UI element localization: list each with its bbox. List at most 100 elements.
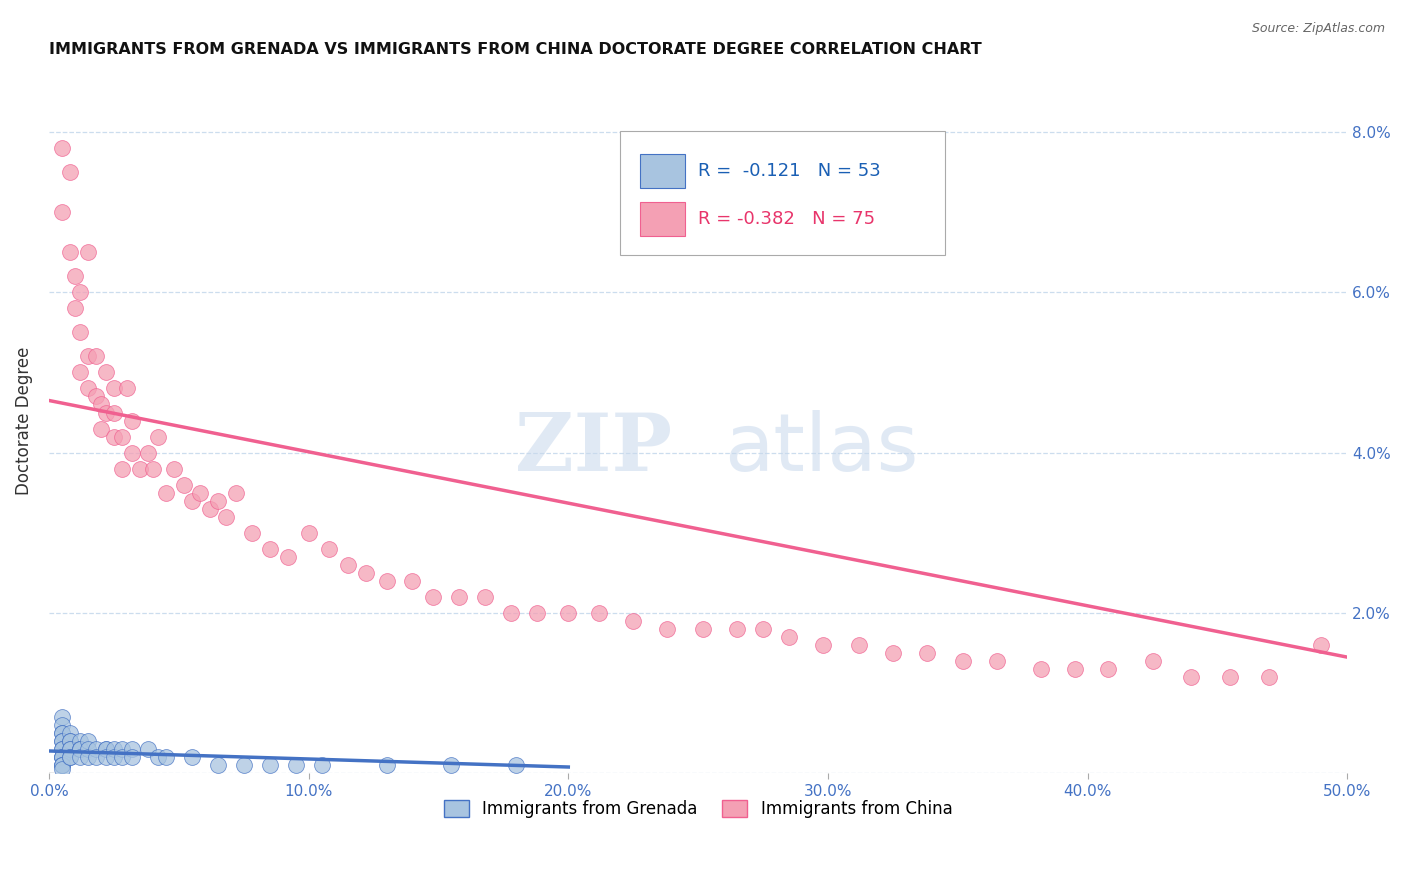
Y-axis label: Doctorate Degree: Doctorate Degree [15, 346, 32, 495]
Point [51, 141, 73, 155]
Point [115, 381, 138, 395]
Point [51, 718, 73, 732]
Point [51, 750, 73, 764]
Point [51, 750, 73, 764]
Point [59, 742, 82, 756]
Point [136, 445, 159, 459]
Point [94, 366, 117, 380]
Point [69, 742, 91, 756]
Point [103, 429, 125, 443]
Point [51, 726, 73, 740]
Point [136, 742, 159, 756]
Point [59, 245, 82, 260]
Point [94, 742, 117, 756]
Point [59, 750, 82, 764]
Point [51, 734, 73, 748]
Point [474, 590, 496, 604]
FancyBboxPatch shape [640, 153, 685, 187]
Point [142, 461, 165, 475]
Point [180, 493, 202, 508]
Point [103, 750, 125, 764]
Point [952, 654, 974, 668]
Text: Source: ZipAtlas.com: Source: ZipAtlas.com [1251, 22, 1385, 36]
Point [77, 350, 100, 364]
Point [284, 758, 307, 772]
Point [69, 742, 91, 756]
Point [111, 742, 134, 756]
Point [84, 350, 107, 364]
Point [69, 750, 91, 764]
Point [103, 381, 125, 395]
Point [121, 750, 143, 764]
Point [59, 734, 82, 748]
Point [986, 654, 1008, 668]
Point [111, 429, 134, 443]
Point [811, 638, 834, 652]
Point [59, 734, 82, 748]
Point [51, 742, 73, 756]
Point [692, 622, 714, 636]
Point [51, 763, 73, 777]
Point [77, 381, 100, 395]
Point [121, 445, 143, 459]
Point [128, 461, 150, 475]
Point [51, 726, 73, 740]
Point [121, 742, 143, 756]
Point [94, 750, 117, 764]
FancyBboxPatch shape [640, 202, 685, 235]
Point [778, 630, 800, 644]
Point [84, 750, 107, 764]
Point [375, 574, 398, 588]
Point [526, 606, 548, 620]
Point [155, 750, 177, 764]
Point [915, 646, 938, 660]
Point [298, 525, 321, 540]
Point [59, 742, 82, 756]
Point [51, 710, 73, 724]
Point [752, 622, 775, 636]
Point [401, 574, 423, 588]
Text: atlas: atlas [724, 409, 918, 488]
Point [69, 734, 91, 748]
Point [621, 614, 644, 628]
Point [84, 742, 107, 756]
Point [207, 493, 229, 508]
Point [655, 622, 678, 636]
Point [51, 750, 73, 764]
Point [121, 413, 143, 427]
Point [180, 750, 202, 764]
Point [103, 742, 125, 756]
Point [1142, 654, 1164, 668]
Point [146, 750, 169, 764]
Point [51, 205, 73, 219]
Point [51, 758, 73, 772]
Point [354, 566, 377, 580]
Legend: Immigrants from Grenada, Immigrants from China: Immigrants from Grenada, Immigrants from… [437, 794, 959, 825]
Point [311, 758, 333, 772]
Point [449, 590, 471, 604]
Point [240, 525, 263, 540]
Point [51, 758, 73, 772]
Point [259, 758, 281, 772]
Text: IMMIGRANTS FROM GRENADA VS IMMIGRANTS FROM CHINA DOCTORATE DEGREE CORRELATION CH: IMMIGRANTS FROM GRENADA VS IMMIGRANTS FR… [49, 42, 981, 57]
Point [77, 734, 100, 748]
Point [440, 758, 463, 772]
Point [69, 742, 91, 756]
Point [848, 638, 870, 652]
Point [1258, 670, 1281, 684]
Point [103, 405, 125, 419]
Point [1219, 670, 1241, 684]
Point [207, 758, 229, 772]
Point [94, 405, 117, 419]
Point [90, 421, 112, 435]
Point [111, 750, 134, 764]
Point [1310, 638, 1333, 652]
Point [375, 758, 398, 772]
Point [155, 485, 177, 500]
Point [1097, 662, 1119, 676]
Point [84, 389, 107, 403]
Point [422, 590, 444, 604]
Point [198, 501, 221, 516]
Point [501, 606, 523, 620]
Point [882, 646, 904, 660]
